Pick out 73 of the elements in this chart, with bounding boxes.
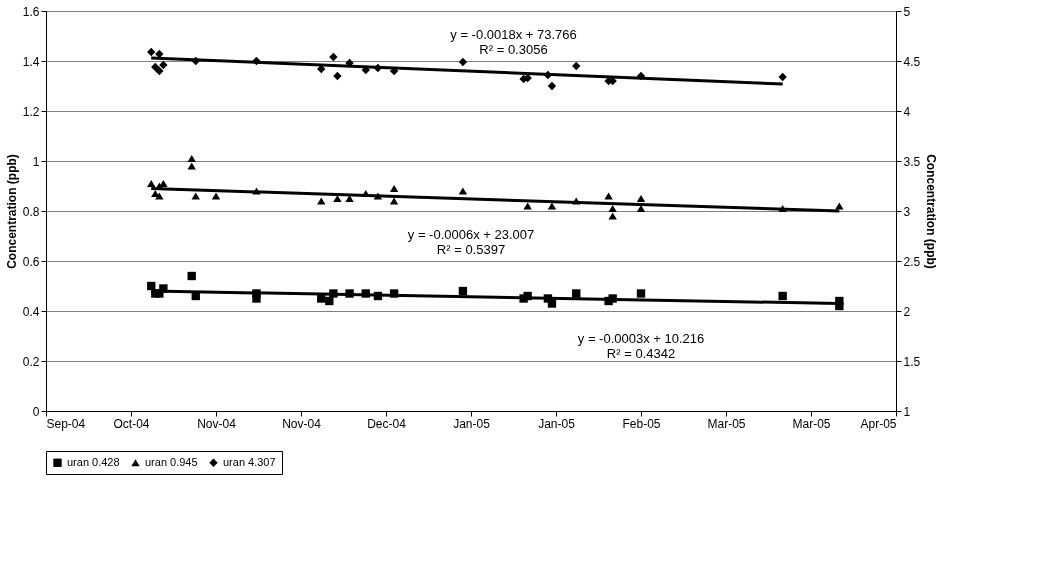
point xyxy=(333,71,342,81)
y-tick-label: 1.6 xyxy=(22,4,40,19)
point xyxy=(458,187,468,195)
point xyxy=(147,179,156,188)
point xyxy=(389,197,399,205)
point xyxy=(155,66,164,76)
x-tick-label: Dec-04 xyxy=(367,416,407,431)
legend-label: uran 0.945 xyxy=(145,455,198,468)
y-tick-label: 1.2 xyxy=(22,104,40,119)
x-tick-label: Oct-04 xyxy=(113,416,150,431)
x-tick-label: Mar-05 xyxy=(792,416,831,431)
x-tick-label: Jan-05 xyxy=(538,416,576,431)
point xyxy=(547,299,557,308)
x-tick-label: Feb-05 xyxy=(622,416,661,431)
y2-tick-label: 4.5 xyxy=(903,54,921,69)
legend-label: uran 0.428 xyxy=(67,455,120,468)
point xyxy=(547,202,557,210)
point xyxy=(523,202,532,210)
x-tick-label: Jan-05 xyxy=(453,416,491,431)
y2-tick-label: 4 xyxy=(903,104,911,119)
point xyxy=(835,202,844,210)
y-tick-label: 0.4 xyxy=(22,304,40,319)
y2-tick-label: 1.5 xyxy=(903,354,921,369)
y2-tick-label: 2.5 xyxy=(903,254,921,269)
y2-tick-label: 2 xyxy=(903,304,911,319)
point xyxy=(187,271,196,281)
y2-tick-label: 5 xyxy=(903,4,911,19)
point xyxy=(187,154,196,163)
y-tick-label: 1.4 xyxy=(22,54,40,69)
point xyxy=(458,57,468,67)
y2-axis-title: Concentration (ppb) xyxy=(924,154,939,269)
point xyxy=(608,204,617,213)
y-tick-label: 1 xyxy=(32,154,40,169)
x-tick-label: Mar-05 xyxy=(707,416,746,431)
point xyxy=(159,179,168,188)
y2-tick-label: 1 xyxy=(903,404,911,419)
point xyxy=(151,62,160,72)
point xyxy=(317,197,326,205)
y-tick-label: 0.8 xyxy=(22,204,40,219)
point xyxy=(547,81,557,91)
point xyxy=(572,61,581,71)
y2-tick-label: 3.5 xyxy=(903,154,921,169)
x-tick-label: Nov-04 xyxy=(282,416,322,431)
x-tick-label: Apr-05 xyxy=(860,416,897,431)
y-tick-label: 0.6 xyxy=(22,254,40,269)
point xyxy=(191,192,200,200)
point xyxy=(329,52,338,62)
point xyxy=(636,194,646,203)
point xyxy=(325,296,334,306)
annotation: y = -0.0018x + 73.766 R² = 0.3056 xyxy=(450,27,577,57)
point xyxy=(608,212,617,220)
point xyxy=(155,192,164,200)
point xyxy=(159,60,168,70)
annotation: y = -0.0003x + 10.216 R² = 0.4342 xyxy=(577,331,705,361)
point xyxy=(458,286,468,296)
point xyxy=(604,192,613,200)
point xyxy=(778,291,787,301)
point xyxy=(147,47,156,57)
x-tick-label: Sep-04 xyxy=(46,416,86,431)
point xyxy=(389,184,399,193)
y-tick-label: 0 xyxy=(32,404,40,419)
legend-label: uran 4.307 xyxy=(223,455,276,468)
point xyxy=(572,289,581,298)
point xyxy=(187,162,196,170)
annotation: y = -0.0006x + 23.007 R² = 0.5397 xyxy=(407,227,535,257)
point xyxy=(211,192,221,200)
y-tick-label: 0.2 xyxy=(22,354,40,369)
point xyxy=(252,294,261,303)
y-axis-title: Concentration (ppb) xyxy=(4,154,19,269)
y2-tick-label: 3 xyxy=(903,204,911,219)
point xyxy=(778,72,787,82)
point xyxy=(636,289,646,298)
x-tick-label: Nov-04 xyxy=(197,416,237,431)
